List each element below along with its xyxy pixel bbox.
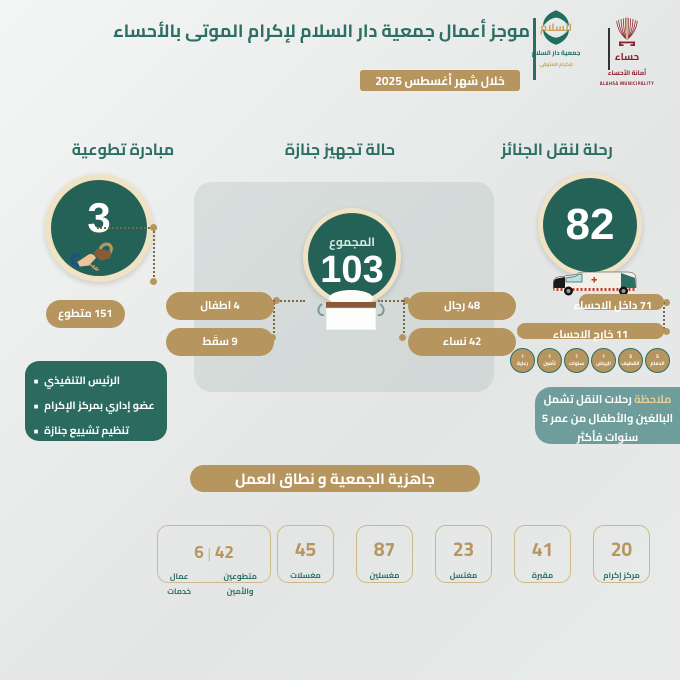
svg-text:82: 82 [566, 200, 615, 249]
svg-text:103: 103 [320, 249, 383, 291]
